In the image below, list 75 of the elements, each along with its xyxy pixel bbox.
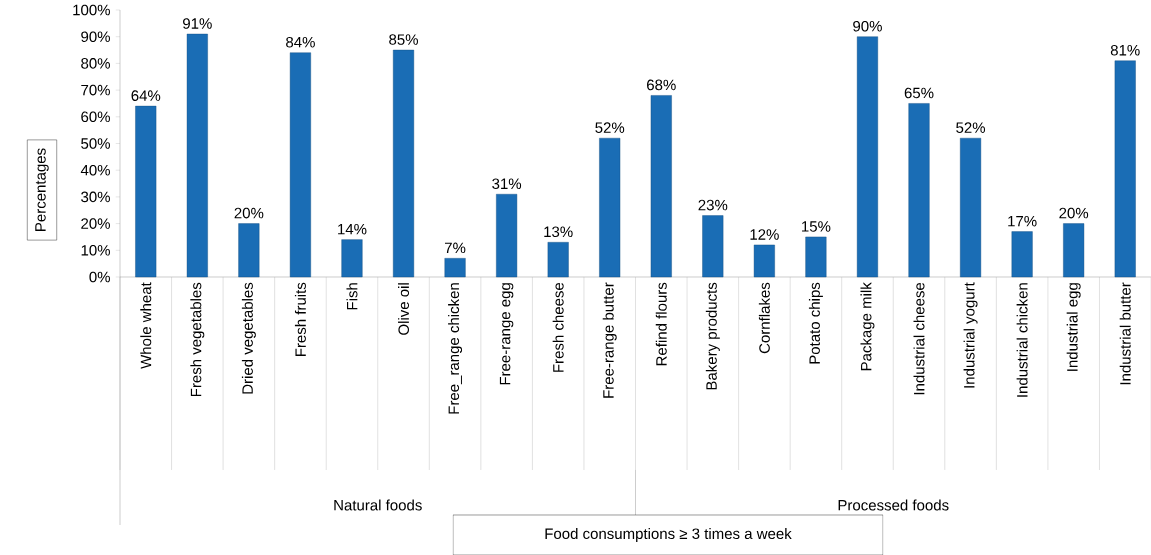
data-label: 13% — [544, 226, 573, 238]
x-tick-label: Fresh cheese — [552, 282, 564, 372]
x-tick-label: Free-range egg — [499, 283, 514, 385]
x-tick-label: Olive oil — [398, 283, 410, 335]
bar — [186, 33, 208, 278]
bar — [496, 194, 518, 278]
x-tick-label: Package milk — [860, 282, 875, 371]
bar — [238, 223, 260, 278]
y-tick-label: 40% — [80, 164, 110, 176]
bar — [1063, 223, 1085, 278]
data-label: 17% — [1008, 215, 1037, 227]
data-label: 20% — [234, 207, 264, 219]
bar — [393, 49, 415, 278]
y-tick-label: 50% — [81, 138, 110, 149]
x-tick-label: Dried vegetables — [241, 282, 256, 394]
y-tick-label: 20% — [81, 218, 110, 229]
data-label: 68% — [647, 79, 676, 91]
bar — [753, 244, 775, 278]
data-label: 15% — [802, 221, 831, 232]
data-label: 23% — [698, 199, 728, 211]
y-tick-label: 30% — [81, 191, 110, 203]
x-tick-label: Industrial yogurt — [963, 282, 978, 388]
data-label: 7% — [445, 242, 466, 254]
bar — [289, 52, 311, 278]
x-tick-label: Potato chips — [808, 282, 823, 364]
bar — [341, 239, 363, 278]
x-tick-label: Fresh vegetables — [190, 282, 205, 397]
y-tick-label: 80% — [81, 58, 110, 69]
data-label: 85% — [389, 34, 418, 45]
text: Natural foods — [334, 499, 422, 511]
y-tick-label: 90% — [81, 31, 110, 42]
text: Processed foods — [838, 499, 949, 511]
data-label: 90% — [853, 20, 882, 32]
x-tick-label: Free-range butter — [602, 282, 617, 398]
x-tick-label: Cornflakes — [758, 282, 770, 354]
data-label: 14% — [338, 223, 367, 235]
data-label: 52% — [595, 122, 625, 133]
x-tick-label: Refind flours — [655, 282, 667, 366]
bar — [960, 137, 982, 278]
bar — [135, 105, 157, 278]
x-tick-label: Whole wheat — [140, 282, 152, 369]
bar — [599, 137, 621, 278]
data-label: 31% — [492, 178, 522, 190]
bar — [702, 215, 724, 278]
data-label: 84% — [286, 36, 315, 48]
data-label: 81% — [1110, 44, 1140, 56]
x-tick-label: Industrial cheese — [913, 282, 925, 395]
bar — [805, 236, 827, 278]
data-label: 52% — [956, 122, 986, 133]
x-tick-label: Industrial butter — [1119, 282, 1131, 385]
y-tick-label: 100% — [73, 4, 110, 16]
bar — [650, 95, 672, 278]
y-tick-label: 70% — [81, 84, 110, 96]
x-tick-label: Fresh fruits — [294, 282, 306, 356]
y-tick-label: 10% — [81, 244, 110, 256]
bar — [1114, 60, 1136, 278]
x-tick-label: Free_range chicken — [448, 283, 463, 414]
bar — [1011, 231, 1033, 278]
data-label: 64% — [131, 90, 161, 101]
bar — [547, 242, 569, 278]
y-tick-label: 0% — [89, 271, 110, 283]
bar — [444, 258, 466, 278]
x-tick-label: Industrial chicken — [1016, 283, 1028, 397]
data-label: 12% — [750, 229, 779, 240]
data-label: 20% — [1059, 207, 1089, 219]
y-axis-title: Percentages — [35, 148, 49, 231]
y-tick-label: 60% — [81, 111, 110, 123]
x-tick-label: Fish — [346, 283, 358, 310]
data-label: 65% — [904, 87, 934, 99]
text: Food consumptions ≥ 3 times a week — [545, 528, 792, 542]
data-label: 91% — [183, 18, 212, 29]
bar — [908, 103, 930, 278]
x-tick-label: Industrial egg — [1066, 283, 1081, 371]
x-tick-label: Bakery products — [705, 282, 720, 390]
bar — [856, 36, 878, 278]
